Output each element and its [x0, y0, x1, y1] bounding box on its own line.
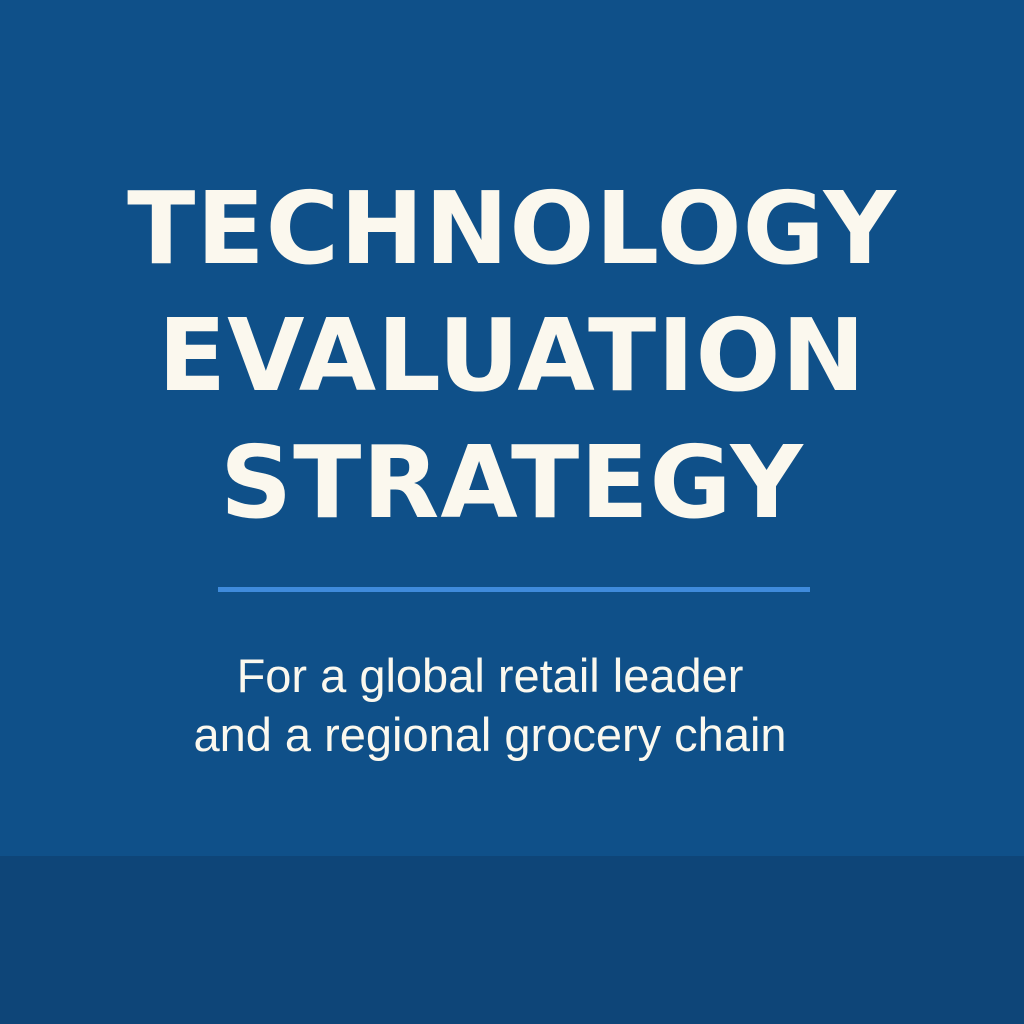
slide-title: TECHNOLOGY EVALUATION STRATEGY	[0, 165, 1024, 546]
title-line-2: EVALUATION	[157, 297, 867, 414]
title-line-1: TECHNOLOGY	[127, 170, 897, 287]
slide-subtitle: For a global retail leader and a regiona…	[0, 646, 980, 764]
subtitle-line-2: and a regional grocery chain	[193, 708, 787, 761]
title-line-3: STRATEGY	[220, 424, 804, 541]
subtitle-line-1: For a global retail leader	[236, 649, 744, 702]
footer-band	[0, 856, 1024, 1024]
title-divider	[218, 587, 810, 592]
